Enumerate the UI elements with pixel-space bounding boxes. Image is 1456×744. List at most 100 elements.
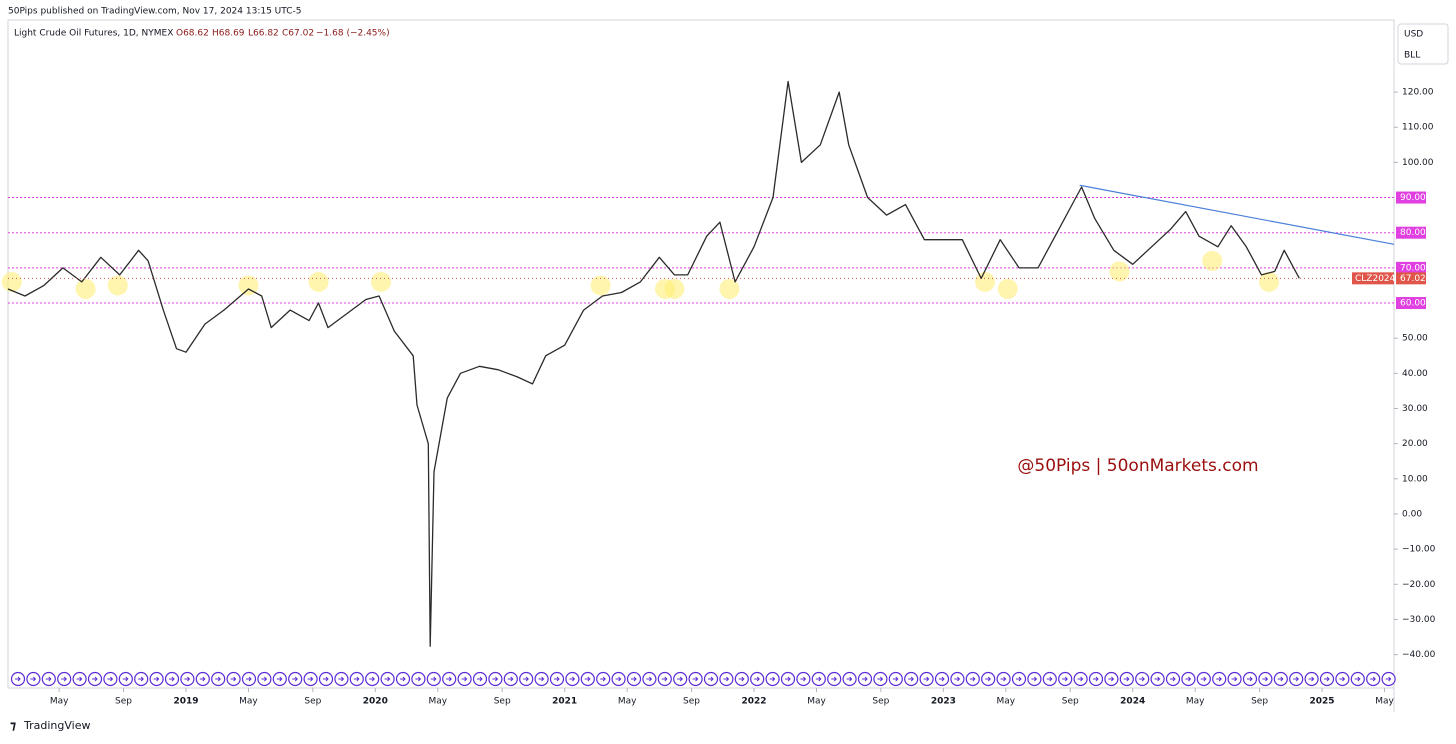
event-icon-arrow (615, 676, 622, 682)
level-tag (1396, 297, 1426, 310)
watermark: @50Pips | 50onMarkets.com (1017, 456, 1258, 476)
x-tick-label: May (239, 697, 258, 707)
x-tick-label: May (1375, 697, 1394, 707)
event-icon-arrow (1308, 676, 1315, 682)
event-icon-arrow (323, 676, 329, 682)
event-icon-arrow (92, 676, 98, 682)
highlight (75, 278, 96, 299)
event-icon-arrow (892, 676, 899, 682)
event-icon-arrow (492, 676, 499, 682)
event-icon-arrow (246, 676, 252, 682)
symbol-tag: CLZ2024 (1355, 274, 1396, 284)
event-icon-arrow (600, 676, 606, 682)
ohlc-close: C67.02 (282, 29, 314, 39)
highlight (238, 275, 259, 296)
highlight (308, 271, 329, 292)
x-tick-label: May (997, 697, 1016, 707)
highlight (975, 271, 996, 292)
event-icon-arrow (523, 676, 529, 682)
event-icon-arrow (1339, 676, 1346, 682)
event-icon-arrow (276, 676, 283, 682)
event-icon-arrow (1216, 676, 1222, 682)
event-icon-arrow (1016, 676, 1022, 682)
event-icon-arrow (1231, 676, 1238, 682)
x-tick-label: Sep (872, 697, 889, 707)
level-label: 70.00 (1400, 263, 1426, 273)
event-icon-arrow (785, 676, 791, 682)
y-tick-label: 30.00 (1402, 404, 1428, 414)
event-icon-arrow (862, 676, 868, 682)
event-icon-arrow (461, 676, 468, 682)
x-tick-label: 2022 (741, 697, 766, 707)
x-tick-label: 2019 (173, 697, 198, 707)
event-icon-arrow (353, 676, 360, 682)
event-icon-arrow (415, 676, 422, 682)
event-icon-arrow (1031, 676, 1038, 682)
y-tick-label: 100.00 (1402, 158, 1434, 168)
y-tick-label: −30.00 (1402, 615, 1436, 625)
event-icon-arrow (831, 676, 837, 682)
x-tick-label: Sep (1251, 697, 1268, 707)
y-tick-label: 110.00 (1402, 123, 1434, 133)
highlight (719, 278, 740, 299)
x-tick-label: May (429, 697, 448, 707)
event-icon-arrow (538, 676, 545, 682)
ohlc-change: −1.68 (−2.45%) (316, 29, 390, 39)
x-tick-label: 2024 (1120, 697, 1145, 707)
tv-logo: ⁊ (10, 719, 16, 733)
event-icon-arrow (507, 676, 514, 682)
trendline (1079, 184, 1395, 245)
event-icon-arrow (446, 676, 452, 682)
event-icon-arrow (477, 676, 483, 682)
event-icon-arrow (769, 676, 776, 682)
x-tick-label: 2021 (552, 697, 577, 707)
event-icon-arrow (800, 676, 807, 682)
level-tag (1396, 191, 1426, 204)
level-tag (1396, 226, 1426, 239)
y-tick-label: −40.00 (1402, 650, 1436, 660)
ohlc-low: L66.82 (248, 29, 279, 39)
symbol: Light Crude Oil Futures, 1D, NYMEX (14, 29, 173, 39)
event-icon-arrow (369, 676, 375, 682)
event-icon-arrow (939, 676, 945, 682)
x-tick-label: May (1186, 697, 1205, 707)
event-icon-arrow (584, 676, 591, 682)
event-icon-arrow (1062, 676, 1068, 682)
event-icon-arrow (153, 676, 160, 682)
x-tick-label: 2023 (931, 697, 956, 707)
y-tick-label: 10.00 (1402, 474, 1428, 484)
y-tick-label: 40.00 (1402, 369, 1428, 379)
event-icon-arrow (1139, 676, 1145, 682)
event-icon-arrow (708, 676, 714, 682)
price-line (7, 80, 1300, 647)
event-icon-arrow (199, 676, 206, 682)
event-icon-arrow (815, 676, 822, 682)
y-tick-label: −10.00 (1402, 545, 1436, 555)
event-icon-arrow (384, 676, 391, 682)
x-tick-label: Sep (304, 697, 321, 707)
x-tick-label: May (50, 697, 69, 707)
highlight (1109, 261, 1130, 282)
event-icon-arrow (107, 676, 114, 682)
event-icons (10, 671, 1396, 687)
event-icon-arrow (122, 676, 129, 682)
x-tick-label: Sep (494, 697, 511, 707)
event-icon-arrow (1247, 676, 1253, 682)
ohlc-open: O68.62 (176, 29, 209, 39)
currency-box[interactable] (1397, 23, 1449, 65)
highlight (1, 271, 22, 292)
event-icon-arrow (1154, 676, 1161, 682)
event-icon-arrow (754, 676, 760, 682)
event-icon-arrow (985, 676, 991, 682)
y-tick-label: 20.00 (1402, 439, 1428, 449)
highlight (107, 275, 128, 296)
event-icon-arrow (1123, 676, 1130, 682)
event-icon-arrow (184, 676, 191, 682)
event-icon-arrow (30, 676, 37, 682)
ohlc-high: H68.69 (212, 29, 245, 39)
event-icon-arrow (1000, 676, 1007, 682)
event-icon-arrow (1385, 676, 1392, 682)
event-icon-arrow (969, 676, 976, 682)
